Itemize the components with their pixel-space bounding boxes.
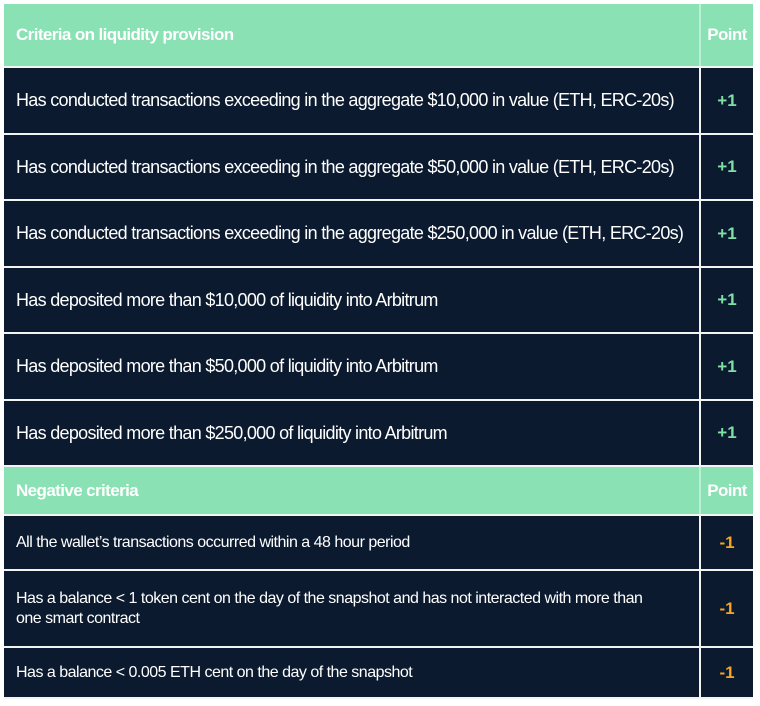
table-row: Has conducted transactions exceeding in …: [4, 135, 753, 201]
criteria-text: Has deposited more than $250,000 of liqu…: [4, 401, 701, 465]
criteria-text: Has a balance < 0.005 ETH cent on the da…: [4, 648, 701, 697]
table-row: Has a balance < 1 token cent on the day …: [4, 571, 753, 648]
point-value: +1: [717, 223, 737, 243]
liquidity-criteria-header-row: Criteria on liquidity provision Point: [4, 4, 753, 68]
negative-point-header-label: Point: [707, 480, 747, 500]
table-row: Has deposited more than $250,000 of liqu…: [4, 401, 753, 467]
table-row: Has conducted transactions exceeding in …: [4, 68, 753, 135]
criteria-table: Criteria on liquidity provision Point Ha…: [4, 4, 753, 699]
point-value: -1: [719, 532, 735, 552]
liquidity-criteria-header-label: Criteria on liquidity provision: [4, 4, 701, 66]
table-row: All the wallet’s transactions occurred w…: [4, 516, 753, 571]
negative-criteria-header-label: Negative criteria: [4, 467, 701, 514]
table-row: Has deposited more than $10,000 of liqui…: [4, 268, 753, 334]
table-row: Has a balance < 0.005 ETH cent on the da…: [4, 648, 753, 699]
negative-criteria-header-row: Negative criteria Point: [4, 467, 753, 516]
table-row: Has deposited more than $50,000 of liqui…: [4, 334, 753, 401]
criteria-text: Has deposited more than $10,000 of liqui…: [4, 268, 701, 332]
criteria-text: Has conducted transactions exceeding in …: [4, 68, 701, 133]
point-value: -1: [719, 598, 735, 618]
table-row: Has conducted transactions exceeding in …: [4, 201, 753, 268]
criteria-text: Has conducted transactions exceeding in …: [4, 135, 701, 199]
point-value: +1: [717, 290, 737, 309]
liquidity-point-header-label: Point: [707, 25, 747, 44]
point-value: -1: [719, 662, 735, 682]
criteria-text: Has a balance < 1 token cent on the day …: [4, 571, 701, 646]
point-value: +1: [717, 356, 737, 376]
point-value: +1: [717, 423, 737, 442]
point-value: +1: [717, 90, 737, 110]
criteria-text: Has deposited more than $50,000 of liqui…: [4, 334, 701, 399]
point-value: +1: [717, 157, 737, 176]
criteria-text: Has conducted transactions exceeding in …: [4, 201, 701, 266]
criteria-text: All the wallet’s transactions occurred w…: [4, 516, 701, 569]
